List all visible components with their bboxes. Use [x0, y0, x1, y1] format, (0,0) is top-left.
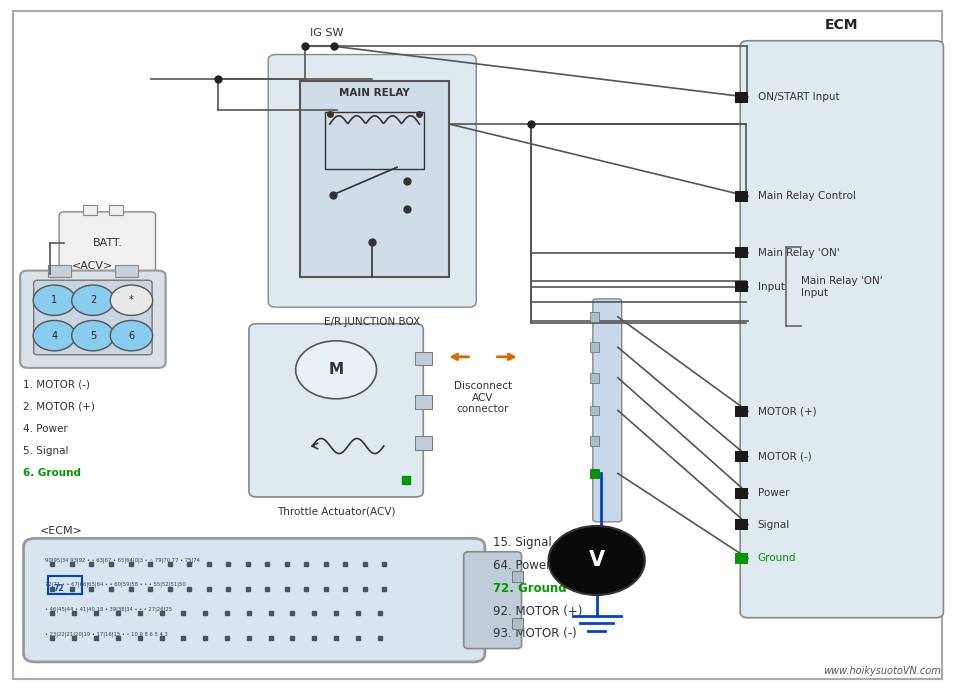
Text: E/R JUNCTION BOX: E/R JUNCTION BOX: [325, 317, 420, 327]
Text: • 23|22|21|20|19 • 17|16|15 • • 10 9 8 6 5 4 3: • 23|22|21|20|19 • 17|16|15 • • 10 9 8 6…: [44, 631, 167, 637]
Bar: [735, 519, 748, 530]
Bar: [47, 576, 82, 594]
Bar: [735, 451, 748, 462]
Bar: [414, 395, 432, 409]
Bar: [47, 265, 71, 277]
Text: 93. MOTOR (-): 93. MOTOR (-): [493, 627, 577, 640]
Bar: [512, 618, 524, 629]
Text: ON/START Input: ON/START Input: [757, 92, 839, 102]
Bar: [735, 553, 748, 564]
Text: <ECM>: <ECM>: [40, 526, 83, 536]
Circle shape: [296, 341, 377, 398]
Text: 5: 5: [90, 331, 96, 341]
Text: Ground: Ground: [757, 554, 796, 563]
Text: <ACV>: <ACV>: [72, 261, 114, 270]
Bar: [590, 342, 599, 352]
Circle shape: [71, 285, 114, 315]
Text: 2: 2: [90, 295, 96, 305]
Bar: [115, 265, 138, 277]
Bar: [735, 91, 748, 103]
Text: Power: Power: [757, 489, 789, 498]
Text: M: M: [328, 362, 344, 377]
Bar: [590, 373, 599, 383]
Circle shape: [549, 526, 645, 595]
FancyBboxPatch shape: [269, 55, 476, 307]
FancyBboxPatch shape: [13, 11, 943, 679]
Bar: [590, 312, 599, 322]
Text: Main Relay 'ON'
Input: Main Relay 'ON' Input: [801, 276, 883, 297]
Text: Throttle Actuator(ACV): Throttle Actuator(ACV): [277, 507, 395, 517]
Circle shape: [71, 320, 114, 351]
FancyBboxPatch shape: [464, 552, 522, 649]
Text: Main Relay Control: Main Relay Control: [757, 191, 856, 201]
Text: 6: 6: [128, 331, 134, 341]
Bar: [109, 205, 123, 216]
Text: 15. Signal: 15. Signal: [493, 536, 552, 550]
Bar: [735, 281, 748, 292]
Text: 5. Signal: 5. Signal: [23, 446, 69, 456]
Text: MOTOR (-): MOTOR (-): [757, 452, 811, 462]
Text: www.hoikysuotoVN.com: www.hoikysuotoVN.com: [823, 667, 941, 676]
Text: Input: Input: [757, 282, 784, 292]
Bar: [590, 468, 599, 478]
Bar: [735, 406, 748, 416]
Bar: [735, 191, 748, 202]
Bar: [83, 205, 97, 216]
Text: 2. MOTOR (+): 2. MOTOR (+): [23, 402, 95, 412]
Text: 1: 1: [51, 295, 57, 305]
FancyBboxPatch shape: [300, 81, 449, 277]
Text: 1. MOTOR (-): 1. MOTOR (-): [23, 380, 90, 389]
FancyBboxPatch shape: [249, 324, 423, 497]
Circle shape: [110, 285, 153, 315]
Text: ECM: ECM: [825, 19, 859, 33]
Bar: [590, 436, 599, 446]
Text: Signal: Signal: [757, 520, 790, 529]
Text: *: *: [129, 295, 134, 305]
Text: V: V: [588, 550, 605, 570]
Text: MAIN RELAY: MAIN RELAY: [339, 88, 410, 98]
Circle shape: [110, 320, 153, 351]
Text: 6. Ground: 6. Ground: [23, 468, 81, 478]
Text: 92. MOTOR (+): 92. MOTOR (+): [493, 605, 582, 617]
Text: Main Relay 'ON': Main Relay 'ON': [757, 248, 839, 258]
Bar: [512, 571, 524, 582]
Text: 72|71 • • 67|66|65|64 • • 60|59|58 • • • 55|52|51|50: 72|71 • • 67|66|65|64 • • 60|59|58 • • •…: [44, 582, 185, 588]
Text: • 46|45|44 • 41|40 18 • 39|38|34 • • • 27|26|25: • 46|45|44 • 41|40 18 • 39|38|34 • • • 2…: [44, 606, 172, 612]
Circle shape: [33, 320, 75, 351]
Bar: [590, 405, 599, 415]
FancyBboxPatch shape: [740, 41, 944, 617]
Text: 4. Power: 4. Power: [23, 424, 68, 434]
Text: BATT.: BATT.: [93, 238, 123, 248]
Text: 72: 72: [53, 584, 64, 593]
FancyBboxPatch shape: [23, 538, 485, 662]
FancyBboxPatch shape: [59, 212, 156, 274]
Circle shape: [33, 285, 75, 315]
Text: 64. Power: 64. Power: [493, 559, 551, 572]
Text: MOTOR (+): MOTOR (+): [757, 406, 816, 416]
Bar: [414, 351, 432, 365]
Bar: [735, 488, 748, 499]
Text: 90|95|34 93|92 • • 63|67 • 65|64|0|3 • △ 79|70 77 • 75|74: 90|95|34 93|92 • • 63|67 • 65|64|0|3 • △…: [44, 557, 200, 563]
FancyBboxPatch shape: [593, 299, 622, 522]
Text: IG SW: IG SW: [310, 28, 343, 38]
FancyBboxPatch shape: [20, 270, 165, 368]
Bar: [735, 247, 748, 258]
Bar: [325, 112, 424, 169]
FancyBboxPatch shape: [34, 280, 152, 355]
Text: 72. Ground: 72. Ground: [493, 582, 566, 595]
Text: Disconnect
ACV
connector: Disconnect ACV connector: [454, 381, 512, 414]
Text: 4: 4: [51, 331, 57, 341]
Bar: [414, 436, 432, 450]
